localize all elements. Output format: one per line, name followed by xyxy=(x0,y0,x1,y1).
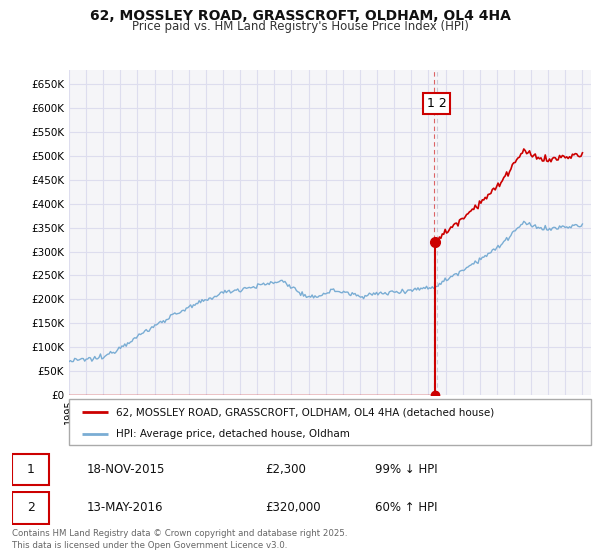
Text: Contains HM Land Registry data © Crown copyright and database right 2025.
This d: Contains HM Land Registry data © Crown c… xyxy=(12,529,347,550)
Text: HPI: Average price, detached house, Oldham: HPI: Average price, detached house, Oldh… xyxy=(116,429,350,438)
Text: £2,300: £2,300 xyxy=(265,463,307,477)
Text: 62, MOSSLEY ROAD, GRASSCROFT, OLDHAM, OL4 4HA (detached house): 62, MOSSLEY ROAD, GRASSCROFT, OLDHAM, OL… xyxy=(116,407,494,417)
Text: 2: 2 xyxy=(27,501,35,515)
Text: 1 2: 1 2 xyxy=(427,97,446,110)
Text: 18-NOV-2015: 18-NOV-2015 xyxy=(87,463,165,477)
FancyBboxPatch shape xyxy=(69,399,591,445)
Text: £320,000: £320,000 xyxy=(265,501,321,515)
Text: 62, MOSSLEY ROAD, GRASSCROFT, OLDHAM, OL4 4HA: 62, MOSSLEY ROAD, GRASSCROFT, OLDHAM, OL… xyxy=(89,9,511,23)
FancyBboxPatch shape xyxy=(12,454,49,486)
FancyBboxPatch shape xyxy=(12,492,49,524)
Text: Price paid vs. HM Land Registry's House Price Index (HPI): Price paid vs. HM Land Registry's House … xyxy=(131,20,469,33)
Text: 1: 1 xyxy=(27,463,35,477)
Text: 13-MAY-2016: 13-MAY-2016 xyxy=(87,501,163,515)
Text: 60% ↑ HPI: 60% ↑ HPI xyxy=(375,501,437,515)
Text: 99% ↓ HPI: 99% ↓ HPI xyxy=(375,463,437,477)
